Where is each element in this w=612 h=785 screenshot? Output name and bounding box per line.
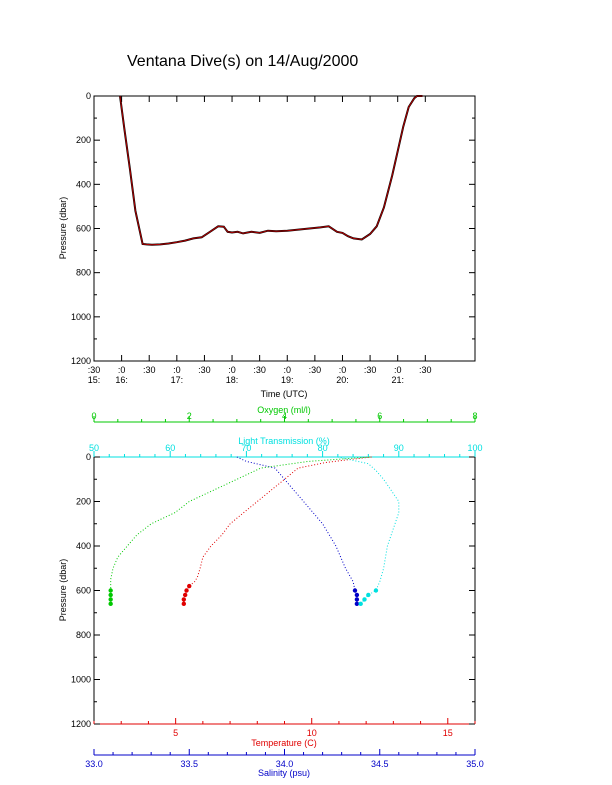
oxygen-profile-bottom-cluster-point	[108, 601, 113, 607]
temperature-tick-label: 10	[307, 728, 317, 738]
bottom-y-tick-label: 400	[76, 541, 91, 551]
top-y-tick-label: 200	[76, 135, 91, 145]
top-x-tick-label: :30	[88, 365, 101, 375]
bottom-y-tick-label: 1200	[71, 719, 91, 729]
top-y-axis: 0 200 400 600 800 1000 1200	[71, 91, 475, 366]
light-transmission-profile-bottom-cluster-point	[358, 601, 363, 607]
oxygen-tick-label: 0	[91, 411, 96, 421]
bottom-y-tick-label: 200	[76, 497, 91, 507]
pressure-time-panel: 0 200 400 600 800 1000 1200 :30 :0 :30 :0 :30 :0 :30…	[58, 91, 476, 399]
light-transmission-profile-bottom-cluster-point	[373, 588, 379, 593]
temperature-profile-bottom-cluster-point	[181, 597, 187, 602]
salinity-profile-bottom-cluster-point	[354, 597, 360, 602]
salinity-tick-label: 34.0	[276, 759, 294, 769]
light-transmission-profile-bottom-cluster-point	[362, 597, 367, 602]
salinity-profile-bottom-cluster-point	[352, 588, 358, 593]
salinity-profile-line	[236, 456, 358, 604]
temperature-axis-label: Temperature (C)	[251, 738, 317, 748]
salinity-axis-label: Salinity (psu)	[258, 768, 310, 778]
salinity-tick-label: 33.5	[180, 759, 198, 769]
oxygen-axis-label: Oxygen (ml/l)	[257, 405, 311, 415]
figure-title: Ventana Dive(s) on 14/Aug/2000	[127, 53, 358, 70]
light-transmission-tick-label: 90	[394, 443, 404, 453]
top-y-tick-label: 800	[76, 268, 91, 278]
bottom-plot-frame	[93, 456, 476, 725]
top-x-tick-label: :30	[364, 365, 377, 375]
bottom-y-tick-label: 1000	[71, 675, 91, 685]
top-pressure-series	[119, 95, 423, 246]
top-x-tick-label: :0	[284, 365, 292, 375]
top-y-axis-label: Pressure (dbar)	[58, 197, 68, 260]
temperature-tick-label: 15	[443, 728, 453, 738]
top-x-tick-label: :30	[309, 365, 322, 375]
oxygen-tick-label: 8	[472, 411, 477, 421]
top-x-tick-label: :0	[228, 365, 236, 375]
light-transmission-tick-label: 50	[89, 443, 99, 453]
top-x-hour-label: 20:	[336, 375, 349, 385]
bottom-extra-axes: 0 2 4 6 8 50 60 70 80 90 100 5 10 15 33.0 33.5 34.0 34.5 3…	[85, 411, 484, 769]
bottom-y-tick-label: 600	[76, 586, 91, 596]
oxygen-tick-label: 2	[187, 411, 192, 421]
top-y-tick-label: 1200	[71, 356, 91, 366]
light-transmission-tick-label: 100	[467, 443, 482, 453]
top-x-tick-label: :0	[173, 365, 181, 375]
temperature-profile-bottom-cluster-point	[187, 583, 192, 589]
light-transmission-tick-label: 60	[165, 443, 175, 453]
top-x-axis-label: Time (UTC)	[261, 389, 308, 399]
top-x-hour-label: 18:	[226, 375, 239, 385]
salinity-profile-bottom-cluster-point	[354, 592, 360, 598]
top-y-tick-label: 1000	[71, 312, 91, 322]
top-x-tick-label: :30	[143, 365, 156, 375]
oxygen-profile-line	[110, 456, 371, 604]
top-x-hour-label: 16:	[115, 375, 128, 385]
light-transmission-tick-label: 70	[241, 443, 251, 453]
light-transmission-axis-label: Light Transmission (%)	[238, 436, 330, 446]
temperature-tick-label: 5	[173, 728, 178, 738]
pressure-series-shadow	[119, 95, 423, 246]
salinity-tick-label: 33.0	[85, 759, 103, 769]
top-x-tick-label: :0	[339, 365, 347, 375]
bottom-y-axis: 0 200 400 600 800 1000 1200	[71, 452, 475, 729]
temperature-profile-bottom-cluster-point	[182, 592, 188, 598]
bottom-y-tick-label: 800	[76, 630, 91, 640]
top-plot-frame	[93, 95, 476, 362]
oxygen-profile-bottom-cluster-point	[108, 588, 113, 593]
top-y-tick-label: 600	[76, 224, 91, 234]
oxygen-tick-label: 6	[377, 411, 382, 421]
top-y-tick-label: 0	[86, 91, 91, 101]
top-x-tick-label: :30	[419, 365, 432, 375]
temperature-profile-line	[183, 456, 372, 604]
top-x-hour-label: 19:	[281, 375, 294, 385]
bottom-y-tick-label: 0	[86, 452, 91, 462]
oxygen-profile-bottom-cluster-point	[108, 592, 113, 598]
top-y-tick-label: 400	[76, 179, 91, 189]
profile-panel: 0 200 400 600 800 1000 1200 0 2 4 6 8 50 60 70 80 90 100…	[58, 405, 484, 778]
top-x-hour-label: 17:	[171, 375, 184, 385]
light-transmission-profile-bottom-cluster-point	[366, 592, 371, 598]
light-transmission-profile-line	[337, 456, 400, 605]
bottom-profile-series	[108, 456, 400, 607]
oxygen-tick-label: 4	[282, 411, 287, 421]
temperature-profile-bottom-cluster-point	[184, 588, 189, 593]
salinity-tick-label: 34.5	[371, 759, 389, 769]
light-transmission-tick-label: 80	[318, 443, 328, 453]
salinity-profile-bottom-cluster-point	[354, 601, 360, 607]
top-x-hour-label: 21:	[391, 375, 404, 385]
top-x-hour-label: 15:	[88, 375, 101, 385]
top-x-tick-label: :0	[118, 365, 126, 375]
pressure-series-line	[119, 95, 423, 246]
top-x-tick-label: :30	[198, 365, 211, 375]
top-x-tick-label: :0	[394, 365, 402, 375]
temperature-profile-bottom-cluster-point	[181, 601, 187, 607]
bottom-y-axis-label: Pressure (dbar)	[58, 559, 68, 622]
salinity-tick-label: 35.0	[466, 759, 484, 769]
top-x-tick-label: :30	[253, 365, 266, 375]
oxygen-profile-bottom-cluster-point	[108, 597, 113, 602]
